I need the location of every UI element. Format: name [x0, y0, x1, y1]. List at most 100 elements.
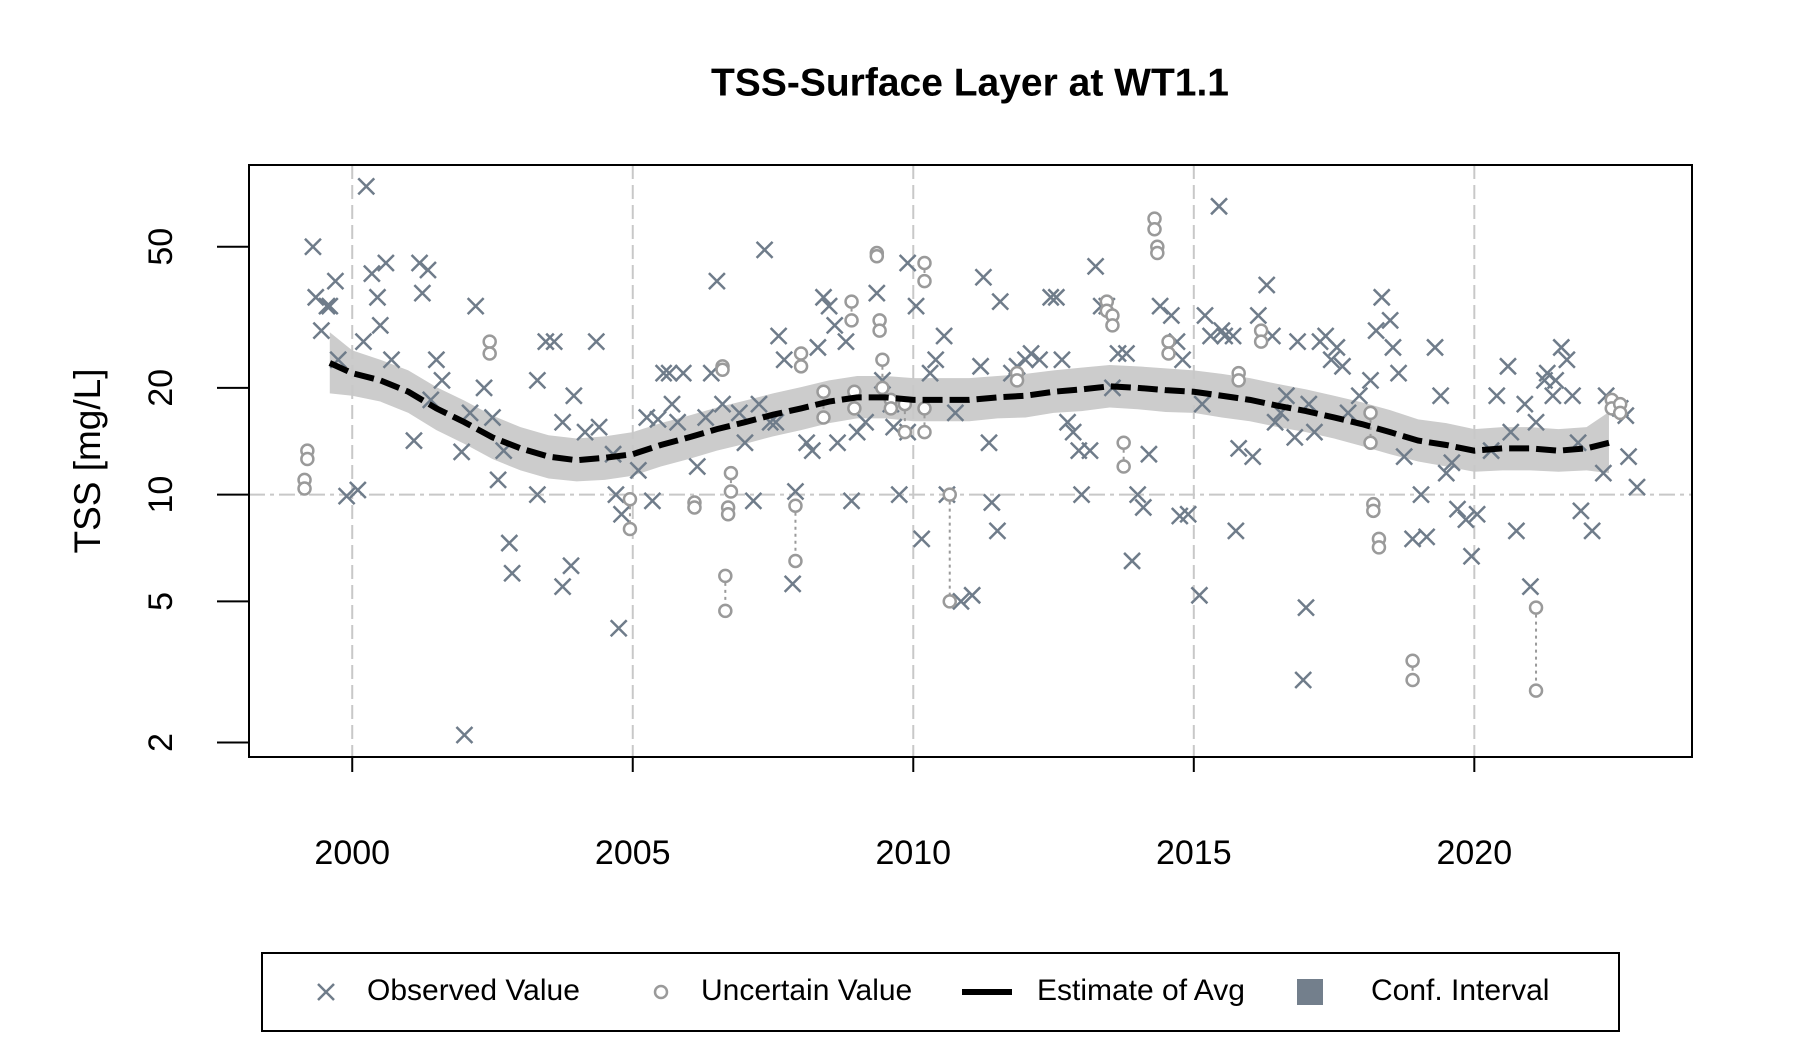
- observed-point: [1468, 505, 1487, 524]
- observed-point: [1224, 327, 1242, 345]
- observed-point: [1389, 364, 1408, 383]
- observed-point: [1072, 485, 1091, 504]
- observed-point: [1151, 297, 1170, 316]
- observed-point: [907, 297, 925, 316]
- observed-point: [1499, 357, 1517, 376]
- observed-point: [1322, 350, 1341, 369]
- uncertain-point: [917, 424, 932, 440]
- line-layer: [328, 360, 1610, 464]
- observed-point: [980, 433, 998, 452]
- observed-point: [803, 441, 822, 460]
- uncertain-point: [482, 334, 497, 349]
- legend-marker: [317, 983, 335, 1001]
- observed-point: [1030, 350, 1049, 369]
- observed-point: [713, 395, 732, 413]
- observed-point: [769, 327, 788, 345]
- uncertain-point: [883, 401, 899, 416]
- observed-point: [935, 327, 954, 345]
- y-tick-label: 50: [142, 228, 180, 266]
- uncertain-point: [793, 346, 809, 361]
- uncertain-point: [300, 451, 315, 467]
- uncertain-point: [1231, 373, 1246, 388]
- observed-point: [1462, 547, 1481, 566]
- observed-point: [1437, 464, 1456, 482]
- observed-point: [1361, 371, 1380, 390]
- uncertain-point: [718, 603, 733, 619]
- observed-point: [750, 395, 768, 413]
- observed-point: [643, 492, 662, 510]
- observed-point: [368, 288, 387, 307]
- observed-point: [1064, 423, 1083, 442]
- observed-point: [952, 592, 970, 611]
- observed-point: [475, 378, 493, 397]
- observed-point: [1022, 344, 1040, 363]
- observed-point: [1257, 276, 1276, 294]
- uncertain-point: [718, 568, 733, 584]
- observed-point: [576, 423, 594, 442]
- observed-point: [1117, 344, 1136, 363]
- observed-point: [455, 726, 474, 744]
- legend-label: Observed Value: [367, 974, 580, 1007]
- observed-point: [674, 364, 693, 383]
- observed-point: [663, 395, 681, 413]
- observed-point: [312, 321, 331, 340]
- observed-point: [1226, 522, 1245, 540]
- observed-point: [553, 577, 572, 596]
- observed-point: [1173, 350, 1192, 369]
- uncertain-point: [1366, 503, 1381, 519]
- uncertain-point: [720, 507, 736, 522]
- observed-point: [1546, 371, 1565, 390]
- grid-layer: [249, 165, 1692, 757]
- observed-point: [489, 471, 507, 489]
- observed-point: [1572, 501, 1590, 520]
- observed-point: [1229, 439, 1248, 458]
- observed-point: [609, 619, 628, 638]
- legend-label: Conf. Interval: [1371, 974, 1549, 1007]
- observed-point: [1123, 552, 1141, 570]
- observed-point: [1527, 413, 1545, 432]
- observed-point: [1305, 423, 1324, 442]
- observed-point: [306, 288, 325, 307]
- uncertain-point: [715, 362, 730, 377]
- observed-point: [809, 338, 827, 357]
- marks-layer: [297, 177, 1646, 744]
- observed-point: [1201, 327, 1220, 345]
- observed-point: [612, 505, 631, 524]
- observed-point: [736, 433, 754, 452]
- uncertain-point: [1371, 540, 1387, 555]
- observed-point: [1212, 321, 1231, 340]
- observed-point: [1081, 441, 1099, 460]
- observed-point: [1552, 338, 1571, 357]
- x-tick-label: 2000: [314, 834, 390, 872]
- observed-point: [1583, 522, 1602, 540]
- observed-point: [348, 481, 367, 499]
- observed-point: [607, 485, 625, 504]
- observed-point: [828, 433, 847, 452]
- observed-point: [946, 403, 965, 422]
- observed-point: [1372, 288, 1391, 307]
- observed-point: [820, 297, 839, 316]
- observed-point: [1047, 288, 1066, 307]
- observed-point: [971, 357, 990, 376]
- observed-point: [1190, 586, 1209, 605]
- uncertain-point: [723, 484, 739, 499]
- uncertain-point: [847, 401, 862, 416]
- legend-marker: [653, 984, 669, 1000]
- y-tick-label: 2: [142, 733, 180, 752]
- observed-point: [654, 364, 673, 383]
- observed-point: [856, 413, 875, 432]
- observed-point: [1381, 311, 1400, 330]
- uncertain-point: [942, 594, 957, 609]
- uncertain-point: [622, 521, 638, 537]
- observed-point: [649, 410, 667, 429]
- observed-point: [1327, 338, 1346, 357]
- uncertain-point: [1405, 653, 1420, 669]
- observed-point: [590, 418, 608, 436]
- observed-point: [318, 297, 336, 316]
- observed-point: [825, 316, 844, 335]
- chart-title: TSS-Surface Layer at WT1.1: [711, 61, 1229, 104]
- observed-point: [921, 364, 939, 383]
- observed-point: [814, 288, 833, 307]
- observed-point: [1515, 395, 1534, 413]
- observed-point: [326, 272, 345, 290]
